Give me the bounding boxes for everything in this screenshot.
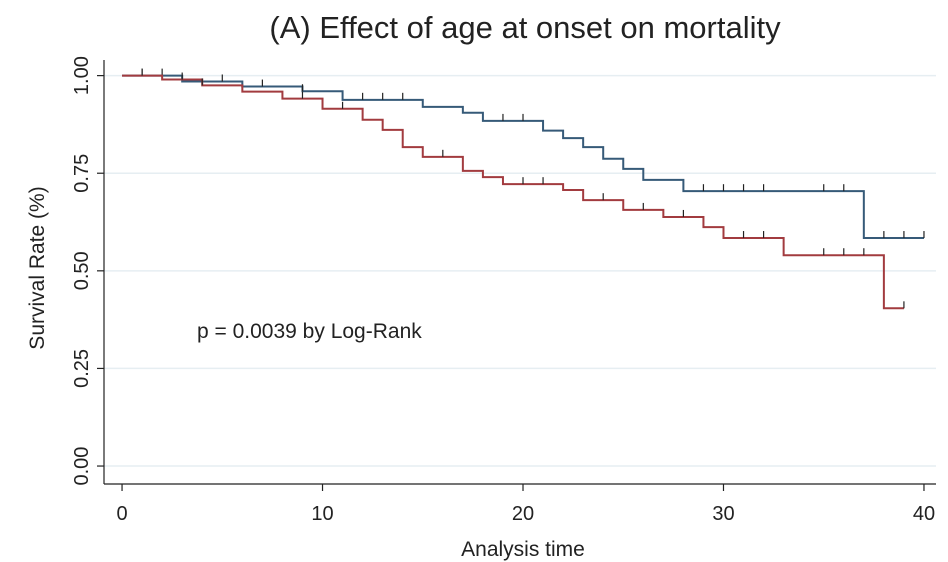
y-tick-label: 0.75 — [71, 154, 93, 193]
y-tick-label: 0.25 — [71, 349, 93, 388]
x-tick-label: 20 — [512, 503, 534, 525]
x-tick-label: 0 — [116, 503, 127, 525]
survival-curve — [122, 74, 924, 240]
x-tick-label: 30 — [712, 503, 734, 525]
x-tick-label: 10 — [311, 503, 333, 525]
x-axis-label: Analysis time — [461, 538, 585, 561]
y-tick-label: 0.00 — [71, 447, 93, 486]
y-tick-label: 1.00 — [71, 56, 93, 95]
y-tick-label: 0.50 — [71, 251, 93, 290]
x-tick-label: 40 — [913, 503, 935, 525]
chart-title: (A) Effect of age at onset on mortality — [269, 10, 781, 45]
y-axis-label: Survival Rate (%) — [26, 186, 49, 349]
annotation: p = 0.0039 by Log-Rank — [197, 320, 422, 343]
survival-curve — [122, 74, 904, 310]
